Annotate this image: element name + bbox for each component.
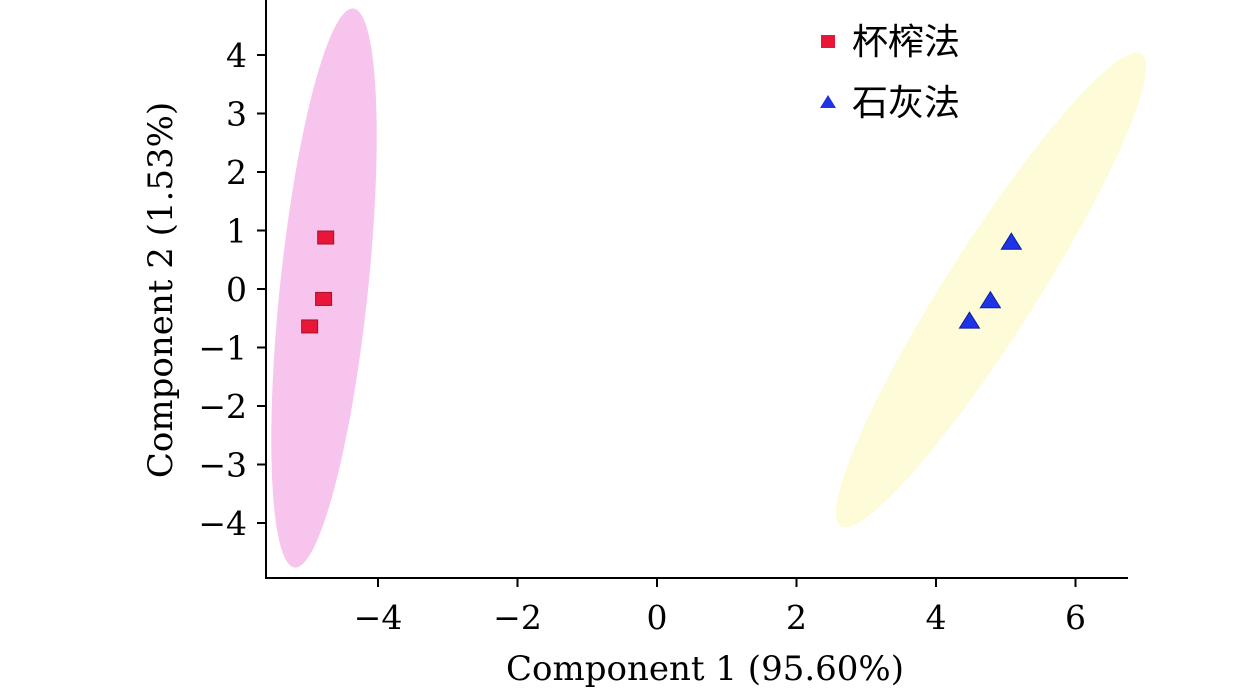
data-points: [301, 230, 1023, 334]
data-point-triangle: [958, 311, 981, 329]
legend-label: 石灰法: [852, 83, 960, 124]
data-point-square: [315, 291, 333, 306]
data-point-square: [301, 319, 319, 334]
x-tick-label: 2: [786, 598, 807, 637]
legend-marker-triangle: [820, 95, 836, 108]
y-tick-label: −3: [198, 446, 247, 485]
x-tick-label: −4: [354, 598, 403, 637]
data-point-triangle: [979, 290, 1002, 309]
y-tick-label: −2: [198, 387, 247, 426]
confidence-ellipse-2: [835, 52, 1147, 528]
legend-label: 杯榨法: [852, 22, 960, 63]
x-tick-label: 0: [647, 598, 668, 637]
x-tick-label: 6: [1065, 598, 1086, 637]
data-point-triangle: [1000, 232, 1023, 250]
y-axis-ticks: 4 3 2 1 0 −1 −2 −3 −4: [198, 36, 266, 543]
x-tick-label: −2: [493, 598, 542, 637]
y-tick-label: 0: [226, 270, 247, 309]
y-tick-label: 1: [226, 212, 247, 251]
y-tick-label: 3: [226, 95, 247, 134]
confidence-ellipse-1: [271, 8, 377, 568]
y-axis-title: Component 2 (1.53%): [141, 102, 181, 478]
y-tick-label: 4: [226, 36, 247, 75]
x-tick-label: 4: [926, 598, 947, 637]
y-tick-label: 2: [226, 153, 247, 192]
x-axis-ticks: −4 −2 0 2 4 6: [354, 578, 1086, 637]
y-tick-label: −4: [198, 504, 247, 543]
legend-marker-square: [821, 35, 835, 48]
data-point-square: [317, 230, 335, 245]
y-tick-label: −1: [198, 329, 247, 368]
x-axis-title: Component 1 (95.60%): [506, 649, 904, 689]
confidence-ellipses: [271, 8, 1147, 568]
